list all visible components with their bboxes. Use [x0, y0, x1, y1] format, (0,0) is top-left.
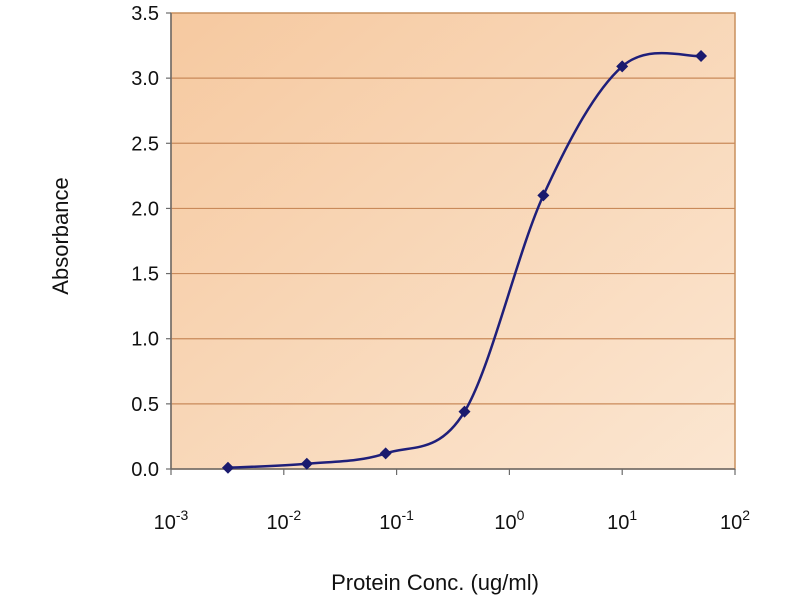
- y-axis-title: Absorbance: [48, 177, 73, 294]
- x-tick-label-3: 100: [494, 507, 524, 534]
- data-point-0: [221, 461, 234, 474]
- plot-area: [170, 12, 736, 470]
- axes: [170, 13, 735, 470]
- y-tick-label-1: 0.5: [131, 394, 159, 416]
- y-tick-label-4: 2.0: [131, 198, 159, 220]
- y-tick-label-0: 0.0: [131, 459, 159, 481]
- y-tick-label-3: 1.5: [131, 264, 159, 286]
- y-tick-label-6: 3.0: [131, 68, 159, 90]
- data-point-5: [616, 60, 629, 73]
- x-tick-labels: 10-3 10-2 10-1 100 101 102: [154, 469, 750, 534]
- data-point-2: [379, 447, 392, 460]
- y-tick-label-7: 3.5: [131, 3, 159, 25]
- x-tick-label-0: 10-3: [154, 507, 189, 534]
- gridlines: [171, 77, 735, 405]
- data-point-3: [458, 405, 471, 418]
- data-point-4: [537, 189, 550, 202]
- data-point-1: [300, 457, 313, 470]
- x-tick-label-4: 101: [607, 507, 637, 534]
- data-points: [221, 49, 708, 474]
- data-point-6: [695, 49, 708, 62]
- y-tick-labels: 0.0 0.5 1.0 1.5 2.0 2.5 3.0 3.5: [131, 3, 171, 481]
- x-tick-label-5: 102: [720, 507, 750, 534]
- y-tick-label-5: 2.5: [131, 133, 159, 155]
- x-tick-label-2: 10-1: [379, 507, 414, 534]
- x-axis-title: Protein Conc. (ug/ml): [331, 570, 539, 595]
- x-tick-label-1: 10-2: [266, 507, 301, 534]
- y-tick-label-2: 1.0: [131, 329, 159, 351]
